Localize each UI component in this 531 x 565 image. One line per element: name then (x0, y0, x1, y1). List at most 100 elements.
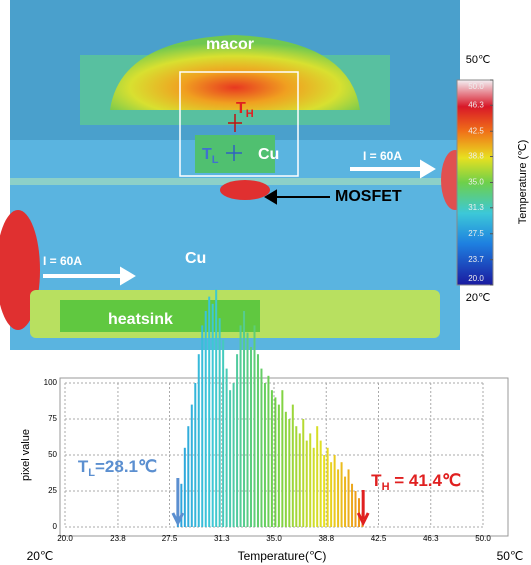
bar (215, 289, 217, 527)
bar (351, 484, 353, 527)
colorbar-tick-label: 46.3 (468, 100, 484, 109)
x-tick-label: 50.0 (475, 534, 491, 543)
bar (292, 405, 294, 527)
bar (184, 448, 186, 527)
x-tick-label: 23.8 (110, 534, 126, 543)
bar (341, 462, 343, 527)
x-tick-label: 27.5 (162, 534, 178, 543)
bar (191, 405, 193, 527)
annotation-text: =28.1℃ (95, 457, 157, 476)
bar (285, 412, 287, 527)
tl-t: T (202, 146, 212, 163)
colorbar-title: Temperature (℃) (517, 140, 529, 225)
bar (257, 354, 259, 527)
y-tick-label: 25 (48, 486, 57, 495)
bar (281, 390, 283, 527)
y-axis-label: pixel value (20, 429, 32, 481)
bar (194, 383, 196, 527)
colorbar-tick-label: 38.8 (468, 152, 484, 161)
bar (267, 376, 269, 527)
bar (302, 419, 304, 527)
annotation: TH = 41.4℃ (371, 471, 461, 492)
colorbar-top: 50℃ (466, 54, 491, 66)
bar (334, 455, 336, 527)
bar (226, 369, 228, 527)
x-tick-label: 20.0 (57, 534, 73, 543)
bar (306, 441, 308, 527)
bar (355, 491, 357, 527)
bar (233, 383, 235, 527)
colorbar: 50℃ 20℃ Temperature (℃) 50.0 46.3 42.5 38.8… (457, 54, 529, 304)
annotation-t: T (78, 457, 89, 476)
label-heatsink: heatsink (108, 311, 173, 328)
colorbar-tick-label: 23.7 (468, 255, 484, 264)
label-cu-bottom: Cu (185, 250, 206, 267)
bar (313, 448, 315, 527)
bar (208, 297, 210, 527)
bar (288, 419, 290, 527)
bar (222, 340, 224, 527)
thermal-image: macor TH TL Cu I = 60A MOSFET I = 60A Cu… (0, 0, 469, 350)
bar (198, 354, 200, 527)
label-current-right: I = 60A (363, 149, 402, 163)
bar (299, 433, 301, 527)
bar (316, 426, 318, 527)
y-tick-label: 75 (48, 414, 57, 423)
bar (205, 311, 207, 527)
th-t: T (236, 100, 246, 117)
bar (212, 304, 214, 527)
annotation-text: = 41.4℃ (390, 471, 462, 490)
bar (264, 383, 266, 527)
bar (201, 325, 203, 527)
colorbar-bottom: 20℃ (466, 292, 491, 304)
bar (330, 462, 332, 527)
bar (274, 397, 276, 527)
bar (337, 469, 339, 527)
bar (253, 325, 255, 527)
bar (243, 311, 245, 527)
bar (320, 441, 322, 527)
label-cu-top: Cu (258, 146, 279, 163)
colorbar-tick-label: 42.5 (468, 126, 484, 135)
x-axis-label: Temperature(℃) (238, 549, 327, 563)
x-tick-label: 42.5 (371, 534, 387, 543)
bar (271, 390, 273, 527)
colorbar-tick-label: 27.5 (468, 229, 484, 238)
x-tick-label: 38.8 (318, 534, 334, 543)
bar (323, 455, 325, 527)
y-tick-label: 100 (44, 378, 58, 387)
bar (295, 426, 297, 527)
bar (219, 318, 221, 527)
bar (229, 390, 231, 527)
x-tick-label: 46.3 (423, 534, 439, 543)
bar (236, 354, 238, 527)
figure: macor TH TL Cu I = 60A MOSFET I = 60A Cu… (0, 0, 531, 565)
bar (187, 426, 189, 527)
th-sub: H (246, 108, 254, 120)
colorbar-tick-label: 50.0 (468, 82, 484, 91)
colorbar-tick-label: 20.0 (468, 274, 484, 283)
label-macor: macor (206, 36, 254, 53)
annotation: TL=28.1℃ (78, 457, 157, 478)
x-tick-label: 31.3 (214, 534, 230, 543)
bar (250, 347, 252, 527)
annotation-sub: H (382, 481, 390, 493)
right-label: 50℃ (497, 549, 524, 563)
annotation-t: T (371, 471, 382, 490)
left-label: 20℃ (27, 549, 54, 563)
y-tick-label: 0 (53, 522, 58, 531)
bar (278, 405, 280, 527)
bar (344, 477, 346, 527)
label-mosfet: MOSFET (335, 188, 402, 205)
bar (327, 448, 329, 527)
bar (260, 369, 262, 527)
bar (309, 433, 311, 527)
colorbar-tick-label: 31.3 (468, 203, 484, 212)
tl-sub: L (212, 154, 219, 166)
colorbar-tick-label: 35.0 (468, 178, 484, 187)
x-tick-label: 35.0 (266, 534, 282, 543)
y-tick-label: 50 (48, 450, 57, 459)
bar (247, 333, 249, 527)
bar (240, 325, 242, 527)
bar (348, 469, 350, 527)
